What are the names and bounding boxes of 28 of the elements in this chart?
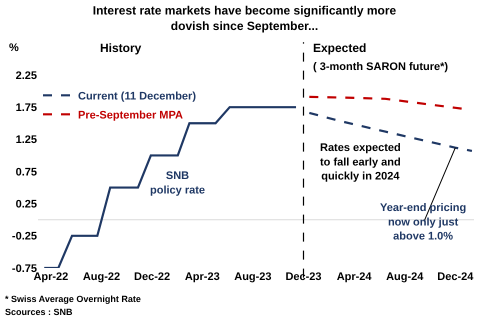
chart-title: Interest rate markets have become significantly more dovish since September... [92,3,397,33]
text: Expected [313,41,366,55]
legend-label: Pre-September MPA [78,110,183,122]
y-tick-label: -0.25 [12,230,37,243]
text: * Swiss Average Overnight Rate [5,294,141,304]
y-tick-label: 1.75 [16,102,37,114]
y-tick-label: 0.25 [16,198,37,211]
annotation: SNB policy rate [150,170,206,196]
x-tick-label: Dec-22 [134,271,170,283]
text: ( 3-month SARON future*) [313,61,448,73]
x-tick-label: Apr-23 [184,271,220,283]
y-tick-label: 0.75 [16,166,37,178]
y-axis-title: % [9,42,19,54]
line-series [308,112,474,152]
legend-label: Current (11 December) [78,90,196,103]
x-tick-label: Aug-24 [386,271,424,283]
y-tick-label: 2.25 [16,70,37,82]
text: Scources : SNB [5,307,74,317]
annotation: Rates expected to fall early and quickly in 2024 [320,142,401,183]
x-tick-label: Dec-24 [437,271,474,283]
x-tick-label: Aug-22 [82,271,120,283]
text: History [100,41,142,55]
x-tick-label: Aug-23 [234,271,272,283]
x-tick-label: Dec-23 [285,271,322,283]
y-tick-label: 1.25 [16,134,37,146]
line-series [43,106,298,268]
x-tick-label: Apr-24 [336,271,372,283]
annotation: Year-end pricing now only just above 1.0% [380,202,466,243]
